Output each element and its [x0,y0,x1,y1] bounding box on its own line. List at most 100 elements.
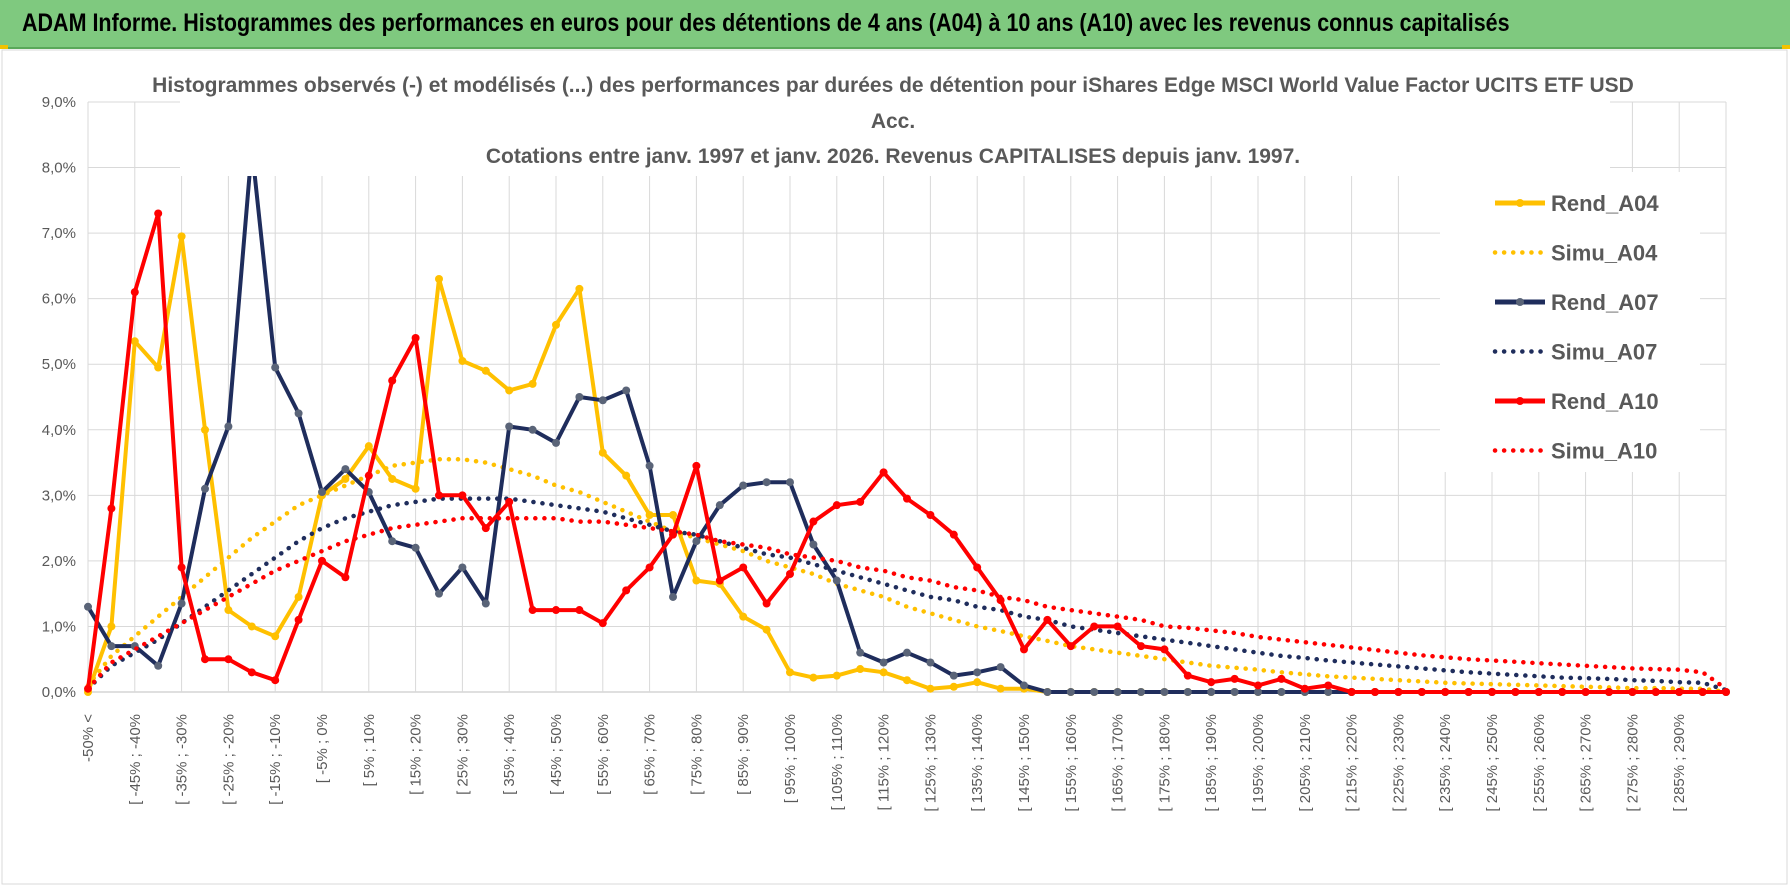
x-tick-label: [ 65% ; 70% [642,714,659,795]
data-point-rend-a04 [692,576,701,585]
data-point-rend-a10 [247,668,256,677]
data-point-rend-a10 [1324,681,1333,690]
data-point-rend-a04 [130,337,139,346]
x-tick-label: [ 15% ; 20% [408,714,425,795]
chart-title: Histogrammes observés (-) et modélisés (… [152,74,1634,168]
x-tick-label: [ 235% ; 240% [1437,714,1454,812]
data-point-rend-a10 [552,606,560,615]
data-point-rend-a04 [903,676,911,685]
data-point-rend-a04 [107,622,116,631]
x-tick-label: [ 35% ; 40% [501,714,518,795]
legend-label-simu-a04: Simu_A04 [1551,241,1658,266]
data-point-rend-a04 [364,442,373,451]
data-point-rend-a10 [926,511,935,519]
x-tick-label: [ 75% ; 80% [688,714,705,795]
data-point-rend-a10 [1464,688,1473,696]
data-point-rend-a07 [809,540,818,549]
data-point-rend-a04 [598,448,607,457]
data-point-rend-a10 [1300,684,1309,693]
data-point-rend-a10 [1441,688,1450,696]
data-point-rend-a10 [458,491,467,500]
data-point-rend-a10 [341,573,350,582]
data-point-rend-a10 [435,491,443,500]
x-tick-label: [ 5% ; 10% [361,714,378,787]
data-point-rend-a10 [762,599,771,608]
x-tick-label: [ 155% ; 160% [1063,714,1080,812]
data-point-rend-a10 [598,619,607,628]
data-point-rend-a04 [411,484,420,493]
data-point-rend-a10 [1207,678,1216,687]
data-point-rend-a07 [1230,688,1239,696]
data-point-rend-a07 [575,393,584,401]
data-point-rend-a04 [996,684,1005,693]
data-point-rend-a04 [388,474,397,483]
data-point-rend-a07 [926,658,935,667]
data-point-rend-a07 [598,396,607,405]
data-point-rend-a10 [1417,688,1426,696]
data-point-rend-a07 [388,537,397,546]
data-point-rend-a10 [1347,688,1356,696]
data-point-rend-a07 [528,425,537,434]
data-point-rend-a04 [926,684,935,693]
x-tick-label: [ 85% ; 90% [735,714,752,795]
data-point-rend-a07 [107,642,116,651]
data-point-rend-a07 [435,589,443,598]
x-tick-label: [ -45% ; -40% [127,714,144,805]
data-point-rend-a04 [879,668,888,677]
y-tick-label: 6,0% [42,291,76,308]
data-point-rend-a10 [130,288,139,297]
data-point-rend-a10 [154,209,163,218]
data-point-rend-a10 [1605,688,1613,696]
chart-title-line: Cotations entre janv. 1997 et janv. 2026… [486,145,1300,168]
data-point-rend-a10 [1277,674,1286,683]
data-point-rend-a10 [224,655,233,664]
x-tick-label: [ -15% ; -10% [267,714,284,805]
data-point-rend-a04 [832,671,841,680]
data-point-rend-a10 [1090,622,1099,631]
series-line-simu-a04 [85,457,1729,695]
x-tick-label: [ 245% ; 250% [1484,714,1501,812]
data-point-rend-a10 [1066,642,1075,651]
series-line-simu-a07 [85,496,1729,693]
data-point-rend-a04 [575,284,584,293]
data-point-rend-a10 [692,461,701,470]
data-point-rend-a04 [458,356,467,365]
data-point-rend-a10 [364,471,373,480]
data-point-rend-a07 [1160,688,1169,696]
data-point-rend-a10 [973,563,982,572]
data-point-rend-a04 [341,474,350,483]
legend-label-simu-a10: Simu_A10 [1551,439,1657,464]
data-point-rend-a10 [809,517,818,526]
y-tick-label: 2,0% [42,553,76,570]
data-point-rend-a07 [669,592,677,601]
data-point-rend-a07 [1277,688,1286,696]
data-point-rend-a07 [762,478,771,487]
data-point-rend-a07 [715,501,724,510]
data-point-rend-a07 [1254,688,1262,696]
x-tick-label: [ 125% ; 130% [922,714,939,812]
data-point-rend-a10 [1628,688,1637,696]
x-tick-label: [ 105% ; 110% [829,714,846,810]
title-backdrop [180,66,1610,176]
data-point-rend-a10 [1371,688,1379,696]
data-point-rend-a04 [528,379,537,388]
data-point-rend-a10 [177,563,186,572]
data-point-rend-a10 [1230,674,1239,683]
data-point-rend-a07 [832,576,841,585]
x-tick-label: [ -35% ; -30% [174,714,191,805]
corner-mark-right [1782,45,1790,49]
data-point-rend-a10 [294,615,303,624]
data-point-rend-a04 [154,363,163,372]
data-point-rend-a07 [1137,688,1145,696]
data-point-rend-a04 [247,622,256,631]
data-point-rend-a07 [294,409,303,418]
data-point-rend-a07 [622,386,631,395]
data-point-rend-a10 [1675,688,1684,696]
data-point-rend-a07 [411,543,420,552]
data-point-rend-a10 [1183,671,1192,680]
data-point-rend-a10 [318,556,326,565]
data-point-rend-a04 [177,232,186,241]
data-point-rend-a10 [411,334,420,342]
data-point-rend-a07 [201,484,209,493]
x-tick-label: [ 285% ; 290% [1671,714,1688,812]
